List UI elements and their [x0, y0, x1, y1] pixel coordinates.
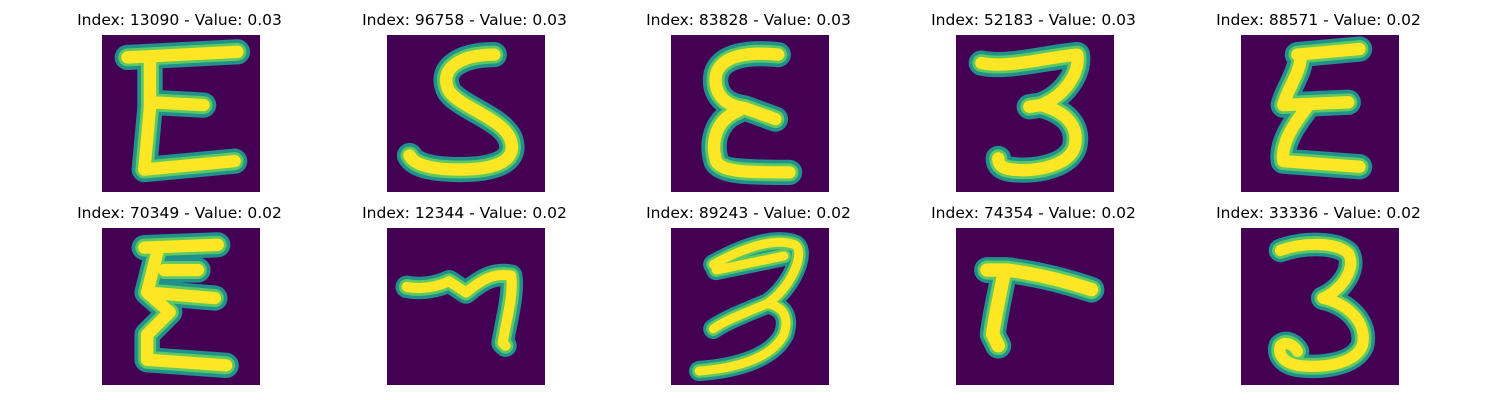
digit-image — [387, 228, 545, 385]
panel-title: Index: 52183 - Value: 0.03 — [891, 10, 1176, 30]
digit-image — [102, 35, 260, 192]
panel-title: Index: 13090 - Value: 0.03 — [37, 10, 322, 30]
panel-title: Index: 33336 - Value: 0.02 — [1176, 203, 1461, 223]
panel-title: Index: 70349 - Value: 0.02 — [37, 203, 322, 223]
sample-panel-10: Index: 33336 - Value: 0.02 — [1176, 193, 1461, 383]
digit-image — [956, 228, 1114, 385]
sample-panel-2: Index: 96758 - Value: 0.03 — [322, 0, 607, 190]
panel-title: Index: 89243 - Value: 0.02 — [606, 203, 891, 223]
sample-panel-4: Index: 52183 - Value: 0.03 — [891, 0, 1176, 190]
digit-image — [956, 35, 1114, 192]
digit-image — [102, 228, 260, 385]
digit-image — [671, 228, 829, 385]
digit-image — [1241, 35, 1399, 192]
digit-image — [671, 35, 829, 192]
panel-title: Index: 12344 - Value: 0.02 — [322, 203, 607, 223]
sample-panel-1: Index: 13090 - Value: 0.03 — [37, 0, 322, 190]
sample-panel-5: Index: 88571 - Value: 0.02 — [1176, 0, 1461, 190]
panel-title: Index: 74354 - Value: 0.02 — [891, 203, 1176, 223]
sample-panel-3: Index: 83828 - Value: 0.03 — [606, 0, 891, 190]
sample-panel-9: Index: 74354 - Value: 0.02 — [891, 193, 1176, 383]
digit-image — [1241, 228, 1399, 385]
sample-panel-8: Index: 89243 - Value: 0.02 — [606, 193, 891, 383]
panel-title: Index: 96758 - Value: 0.03 — [322, 10, 607, 30]
sample-panel-6: Index: 70349 - Value: 0.02 — [37, 193, 322, 383]
sample-panel-7: Index: 12344 - Value: 0.02 — [322, 193, 607, 383]
panel-title: Index: 88571 - Value: 0.02 — [1176, 10, 1461, 30]
digit-image — [387, 35, 545, 192]
panel-title: Index: 83828 - Value: 0.03 — [606, 10, 891, 30]
